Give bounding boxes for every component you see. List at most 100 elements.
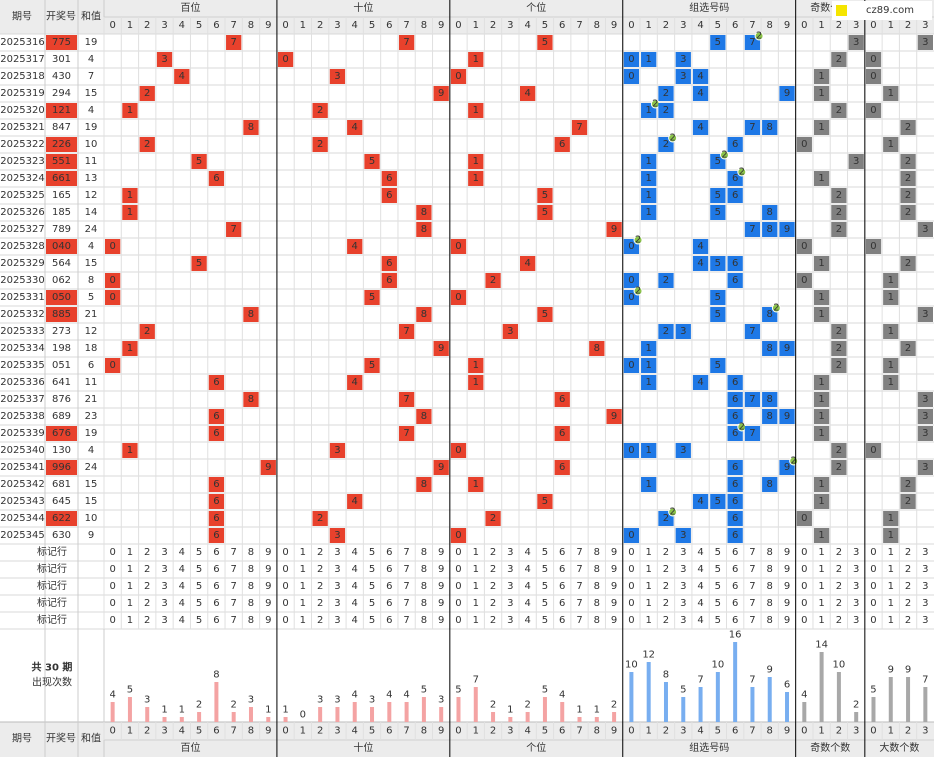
column-digit: 1 (300, 20, 306, 31)
ball (485, 511, 501, 526)
ball-digit: 1 (646, 343, 652, 354)
mark-digit: 1 (127, 598, 133, 609)
column-digit: 5 (542, 20, 548, 31)
sum: 4 (88, 105, 94, 116)
mark-digit: 8 (767, 615, 773, 626)
ball (727, 494, 743, 509)
mark-digit: 3 (507, 615, 513, 626)
ball (865, 103, 882, 118)
issue: 2025325 (0, 190, 45, 201)
mark-digit: 0 (628, 598, 634, 609)
column-digit: 3 (680, 726, 686, 737)
mark-digit: 1 (473, 564, 479, 575)
repeat-badge (633, 286, 643, 296)
ball (675, 443, 691, 458)
header-label: 开奖号 (46, 10, 76, 23)
ball-digit: 4 (352, 377, 358, 388)
column-digit: 1 (888, 20, 894, 31)
count-bar (681, 697, 686, 722)
repeat-badge (754, 31, 764, 41)
ball-digit: 4 (697, 496, 703, 507)
ball (450, 69, 467, 84)
mark-digit: 0 (109, 615, 115, 626)
ball-digit: 5 (542, 309, 548, 320)
ball (900, 154, 916, 169)
mark-digit: 6 (732, 615, 738, 626)
column-digit: 1 (473, 726, 479, 737)
mark-digit: 4 (179, 547, 185, 558)
ball (641, 154, 657, 169)
column-digit: 4 (352, 726, 358, 737)
mark-digit: 5 (542, 598, 548, 609)
mark-digit: 1 (473, 581, 479, 592)
issue: 2025326 (0, 207, 45, 218)
ball-digit: 1 (888, 360, 894, 371)
ball (710, 307, 726, 322)
sum: 15 (85, 88, 98, 99)
ball-digit: 6 (732, 530, 738, 541)
issue: 2025319 (0, 88, 45, 99)
count-label: 7 (922, 675, 928, 686)
mark-digit: 1 (818, 547, 824, 558)
column-digit: 5 (196, 20, 202, 31)
ball (260, 460, 276, 475)
ball-digit: 9 (265, 462, 271, 473)
mark-digit: 3 (334, 564, 340, 575)
ball-digit: 8 (767, 122, 773, 133)
mark-digit: 8 (248, 598, 254, 609)
ball (831, 103, 847, 118)
column-digit: 2 (905, 726, 911, 737)
issue: 2025321 (0, 122, 45, 133)
column-digit: 6 (213, 20, 219, 31)
column-digit: 3 (680, 20, 686, 31)
ball (658, 86, 674, 101)
sum: 15 (85, 258, 98, 269)
ball-digit: 7 (403, 428, 409, 439)
count-bar (162, 717, 167, 722)
ball (727, 477, 743, 492)
ball-digit: 2 (905, 156, 911, 167)
ball-digit: 9 (611, 224, 617, 235)
mark-digit: 3 (922, 564, 928, 575)
column-digit: 5 (369, 20, 375, 31)
ball (762, 392, 778, 407)
column-digit: 0 (282, 726, 288, 737)
mark-digit: 6 (559, 615, 565, 626)
mark-digit: 3 (161, 598, 167, 609)
ball-digit: 7 (576, 122, 582, 133)
mark-digit: 7 (231, 581, 237, 592)
ball-digit: 1 (473, 360, 479, 371)
column-digit: 1 (818, 726, 824, 737)
mark-digit: 7 (403, 547, 409, 558)
count-label: 5 (127, 685, 133, 696)
column-digit: 4 (179, 726, 185, 737)
group-title: 个位 (526, 741, 546, 754)
ball-digit: 2 (663, 275, 669, 286)
mark-digit: 8 (594, 547, 600, 558)
mark-digit: 0 (282, 547, 288, 558)
ball-digit: 0 (801, 275, 807, 286)
ball-digit: 7 (749, 37, 755, 48)
ball (658, 103, 674, 118)
count-label: 5 (680, 685, 686, 696)
mark-digit: 9 (611, 564, 617, 575)
draw-number: 564 (52, 258, 71, 269)
ball-digit: 6 (213, 530, 219, 541)
ball-digit: 1 (127, 343, 133, 354)
ball (831, 52, 847, 67)
column-digit: 4 (524, 726, 530, 737)
ball-digit: 1 (818, 428, 824, 439)
mark-digit: 1 (818, 564, 824, 575)
mark-digit: 1 (473, 547, 479, 558)
count-bar (335, 707, 340, 722)
ball (520, 256, 536, 271)
mark-digit: 4 (524, 581, 530, 592)
column-digit: 5 (715, 726, 721, 737)
count-label: 6 (784, 680, 790, 691)
mark-digit: 1 (646, 615, 652, 626)
ball-digit: 6 (732, 258, 738, 269)
repeat-badge-text: 2 (652, 99, 658, 110)
mark-digit: 7 (576, 581, 582, 592)
ball-digit: 1 (818, 292, 824, 303)
ball (831, 358, 847, 373)
